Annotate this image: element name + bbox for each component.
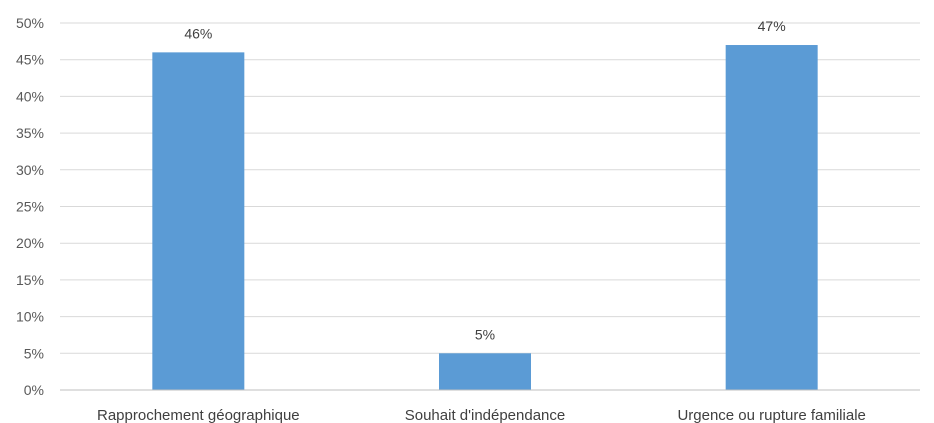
- bar-data-label: 47%: [758, 18, 786, 34]
- x-axis-category-labels: Rapprochement géographique Souhait d'indé…: [97, 407, 866, 423]
- bar: [439, 353, 531, 390]
- category-label: Rapprochement géographique: [97, 407, 300, 423]
- y-tick-label: 15%: [16, 272, 44, 288]
- bar-data-label: 46%: [184, 25, 212, 41]
- y-tick-label: 45%: [16, 52, 44, 68]
- y-tick-label: 35%: [16, 125, 44, 141]
- y-tick-label: 0%: [24, 382, 44, 398]
- bars: [152, 45, 818, 391]
- data-labels: 46% 5% 47%: [184, 18, 785, 342]
- y-tick-label: 25%: [16, 199, 44, 215]
- category-label: Souhait d'indépendance: [405, 407, 566, 423]
- bar: [725, 45, 818, 391]
- bar: [152, 52, 245, 391]
- y-axis-tick-labels: 0% 5% 10% 15% 20% 25% 30% 35% 40% 45% 50%: [16, 15, 44, 398]
- bar-data-label: 5%: [475, 326, 495, 342]
- y-tick-label: 30%: [16, 162, 44, 178]
- y-tick-label: 20%: [16, 235, 44, 251]
- y-tick-label: 10%: [16, 309, 44, 325]
- y-tick-label: 40%: [16, 88, 44, 104]
- y-tick-label: 5%: [24, 345, 44, 361]
- category-label: Urgence ou rupture familiale: [677, 407, 865, 423]
- y-tick-label: 50%: [16, 15, 44, 31]
